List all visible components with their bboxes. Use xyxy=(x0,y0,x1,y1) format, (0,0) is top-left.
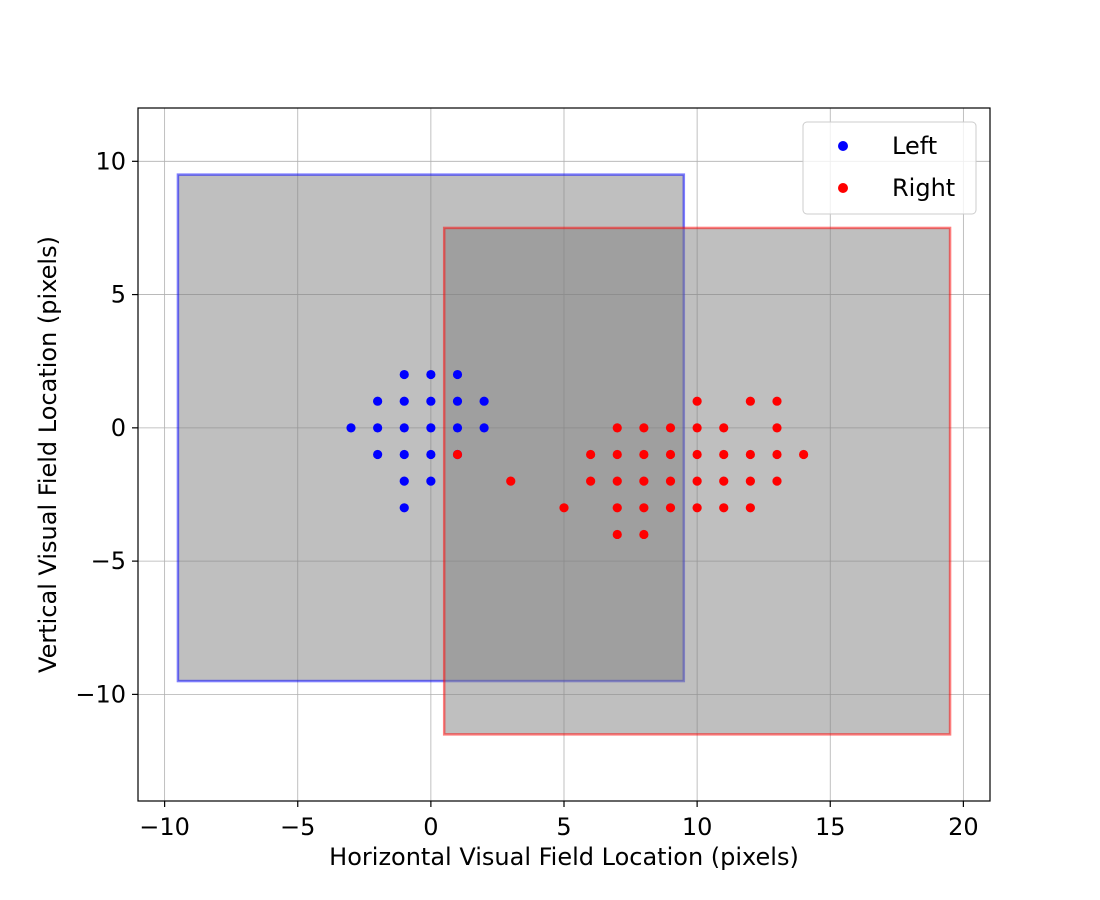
y-tick-label: −10 xyxy=(75,680,126,708)
data-point-right xyxy=(665,503,676,513)
data-point-left xyxy=(399,369,409,380)
data-point-left xyxy=(399,449,409,460)
data-point-right xyxy=(612,529,622,540)
data-point-left xyxy=(479,396,489,406)
legend-marker-right xyxy=(838,183,848,193)
data-point-left xyxy=(452,369,463,380)
data-point-right xyxy=(639,503,649,513)
data-point-right xyxy=(772,423,782,433)
y-tick-label: 10 xyxy=(95,147,126,175)
field-rectangles xyxy=(176,173,952,736)
x-tick-label: −10 xyxy=(139,813,190,841)
data-point-right xyxy=(506,476,516,486)
data-point-right xyxy=(745,476,755,486)
data-point-left xyxy=(373,396,383,406)
data-point-right xyxy=(772,476,782,486)
x-tick-label: 10 xyxy=(682,813,713,841)
x-axis-label: Horizontal Visual Field Location (pixels… xyxy=(329,843,799,871)
data-point-left xyxy=(399,396,409,406)
data-point-right xyxy=(692,503,702,513)
x-tick-label: 15 xyxy=(815,813,846,841)
data-point-left xyxy=(426,369,436,380)
data-points xyxy=(346,369,809,540)
data-point-right xyxy=(772,396,782,406)
data-point-right xyxy=(639,529,649,540)
y-axis-ticks: −10 −5 0 5 10 xyxy=(75,147,138,708)
data-point-right xyxy=(692,423,702,433)
data-point-left xyxy=(426,449,436,460)
data-point-left xyxy=(399,476,409,486)
legend-marker-left xyxy=(838,141,848,151)
data-point-left xyxy=(373,449,383,460)
data-point-right xyxy=(639,423,649,433)
data-point-right xyxy=(692,476,702,486)
data-point-left xyxy=(426,476,436,486)
data-point-right xyxy=(719,423,729,433)
x-tick-label: 5 xyxy=(556,813,571,841)
y-tick-label: 5 xyxy=(111,281,126,309)
data-point-left xyxy=(399,503,409,513)
data-point-left xyxy=(346,423,356,433)
data-point-right xyxy=(612,476,622,486)
y-axis-label: Vertical Visual Field Location (pixels) xyxy=(34,236,62,673)
data-point-right xyxy=(586,449,596,460)
data-point-right xyxy=(745,396,755,406)
data-point-right xyxy=(665,423,676,433)
data-point-left xyxy=(426,423,436,433)
data-point-left xyxy=(426,396,436,406)
legend-label-left: Left xyxy=(892,132,937,160)
x-tick-label: −5 xyxy=(280,813,315,841)
data-point-right xyxy=(745,503,755,513)
y-tick-label: 0 xyxy=(111,414,126,442)
y-tick-label: −5 xyxy=(91,547,126,575)
data-point-right xyxy=(692,449,702,460)
data-point-right xyxy=(719,503,729,513)
data-point-right xyxy=(692,396,702,406)
data-point-right xyxy=(639,476,649,486)
data-point-right xyxy=(772,449,782,460)
data-point-right xyxy=(559,503,569,513)
data-point-left xyxy=(452,396,463,406)
legend: Left Right xyxy=(802,121,977,215)
data-point-right xyxy=(665,449,676,460)
data-point-left xyxy=(399,423,409,433)
data-point-right xyxy=(452,449,463,460)
data-point-left xyxy=(479,423,489,433)
data-point-right xyxy=(586,476,596,486)
data-point-left xyxy=(373,423,383,433)
data-point-right xyxy=(612,423,622,433)
data-point-right xyxy=(612,449,622,460)
x-axis-ticks: −10 −5 0 5 10 15 20 xyxy=(139,801,979,841)
data-point-right xyxy=(799,449,809,460)
data-point-right xyxy=(719,449,729,460)
data-point-right xyxy=(665,476,676,486)
x-tick-label: 20 xyxy=(948,813,979,841)
data-point-right xyxy=(639,449,649,460)
data-point-left xyxy=(452,423,463,433)
legend-label-right: Right xyxy=(892,174,955,202)
x-tick-label: 0 xyxy=(423,813,438,841)
data-point-right xyxy=(612,503,622,513)
data-point-right xyxy=(745,449,755,460)
data-point-right xyxy=(719,476,729,486)
